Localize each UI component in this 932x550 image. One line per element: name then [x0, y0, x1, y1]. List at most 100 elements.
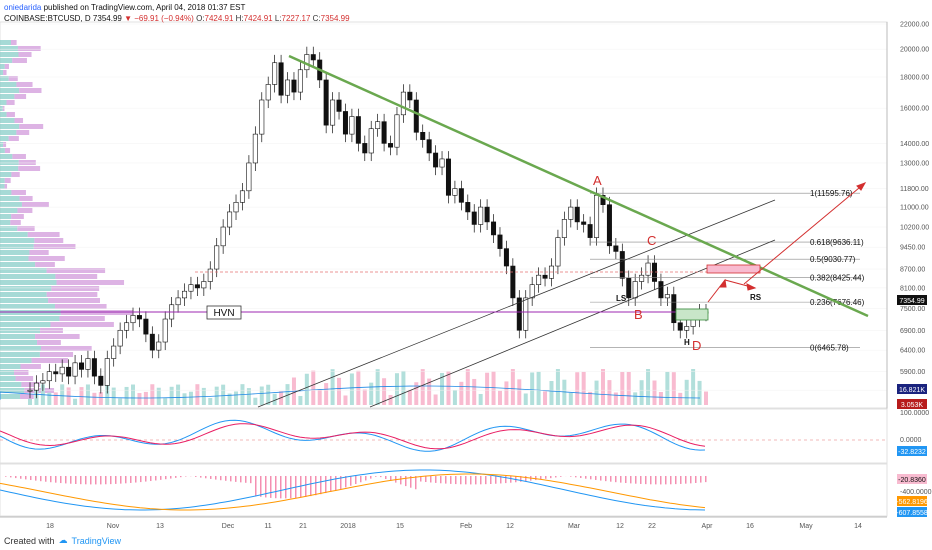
macd-hist-bar [100, 476, 102, 485]
macd-hist-bar [620, 476, 622, 483]
macd-hist-bar [15, 476, 17, 479]
profile-bar-up [0, 388, 25, 393]
profile-bar-up [0, 286, 52, 291]
candle-body [143, 318, 149, 335]
candle-body [40, 380, 46, 384]
macd-hist-bar [240, 476, 242, 483]
volume-bar [562, 379, 567, 405]
volume-bar [111, 387, 116, 405]
volume-bar [491, 371, 496, 405]
macd-hist-bar [150, 476, 152, 482]
candle-body [471, 211, 477, 225]
candle-body [297, 69, 303, 93]
candle-body [420, 132, 426, 140]
candle-body [330, 99, 336, 126]
macd-hist-bar [465, 476, 467, 485]
macd-hist-bar [645, 476, 647, 485]
profile-bar-dn [2, 106, 5, 111]
volume-bar [639, 380, 644, 405]
macd-hist-bar [635, 476, 637, 484]
profile-bar-up [0, 238, 35, 243]
volume-tag [897, 384, 927, 394]
support-zone-box [675, 308, 709, 321]
profile-bar-dn [51, 286, 100, 291]
candle-body [162, 318, 168, 343]
candle-body [259, 99, 265, 135]
candle-body [175, 297, 181, 306]
candle-body [233, 202, 239, 213]
volume-bar [478, 393, 483, 405]
macd-hist-bar [140, 476, 142, 483]
macd-hist-bar [40, 476, 42, 482]
price-tick: 7500.00 [900, 306, 925, 313]
fib-label: 0.618(9636.11) [810, 238, 864, 247]
macd-hist-bar [375, 476, 377, 477]
author-link[interactable]: oniedarida [4, 3, 42, 12]
open-value: 7424.91 [204, 14, 234, 23]
profile-bar-up [0, 58, 13, 63]
macd-hist-bar [505, 476, 507, 484]
profile-bar-dn [12, 58, 27, 63]
profile-bar-dn [48, 298, 100, 303]
candle-body [201, 281, 207, 289]
volume-bar [131, 384, 136, 405]
symbol-label: COINBASE:BTCUSD, D [4, 14, 91, 23]
macd-hist-bar [215, 476, 217, 480]
volume-bar [388, 394, 393, 405]
profile-bar-up [0, 64, 5, 69]
tradingview-link[interactable]: TradingView [71, 535, 122, 546]
candle-body [568, 206, 574, 220]
macd-hist-bar [270, 476, 272, 498]
price-tick: 22000.00 [900, 22, 929, 29]
macd-hist-bar [90, 476, 92, 485]
candle-body [407, 91, 413, 101]
macd-hist-bar [450, 476, 452, 484]
label-d: D [692, 338, 701, 353]
macd-hist-bar [345, 476, 347, 488]
candle-body [272, 62, 278, 85]
volume-bar [684, 379, 689, 405]
candle-body [98, 375, 104, 386]
profile-bar-dn [8, 76, 18, 81]
volume-bar [285, 384, 290, 405]
volume-bar [253, 397, 258, 405]
high-value: 7424.91 [243, 14, 273, 23]
price-pane [0, 21, 888, 409]
macd-hist-bar [470, 476, 472, 485]
price-tick: 9450.00 [900, 245, 925, 252]
macd-hist-bar [210, 476, 212, 479]
profile-bar-dn [59, 316, 105, 321]
fib-label: 1(11595.76) [810, 189, 853, 198]
macd-hist-bar [640, 476, 642, 484]
volume-bar [414, 382, 419, 405]
macd-hist-bar [300, 476, 302, 498]
profile-bar-up [0, 52, 19, 57]
descending-trendline [288, 54, 869, 318]
macd-hist-bar [460, 476, 462, 485]
macd-hist-bar [50, 476, 52, 483]
candle-body [85, 358, 91, 370]
macd-hist-bar [475, 476, 477, 485]
candle-body [59, 366, 65, 375]
macd-pane [0, 463, 888, 517]
profile-bar-up [0, 118, 15, 123]
low-label: L: [274, 14, 282, 23]
volume-bar [208, 397, 213, 405]
volume-bar [510, 369, 515, 405]
macd-hist-bar [585, 476, 587, 479]
rsi-tick-zero: 0.0000 [900, 437, 922, 444]
volume-bar [92, 392, 97, 405]
volume-bar [227, 393, 232, 405]
macd-fast-line [0, 469, 706, 511]
profile-bar-up [0, 292, 47, 297]
macd-hist-bar [260, 476, 262, 497]
candle-body [104, 358, 110, 386]
macd-hist-bar [45, 476, 47, 482]
macd-hist-bar [495, 476, 497, 484]
profile-bar-dn [12, 154, 26, 159]
profile-bar-up [0, 382, 22, 387]
time-tick: 21 [299, 523, 307, 530]
macd-hist-bar [520, 476, 522, 482]
macd-hist-bar [430, 476, 432, 483]
macd-hist-bar [680, 476, 682, 484]
